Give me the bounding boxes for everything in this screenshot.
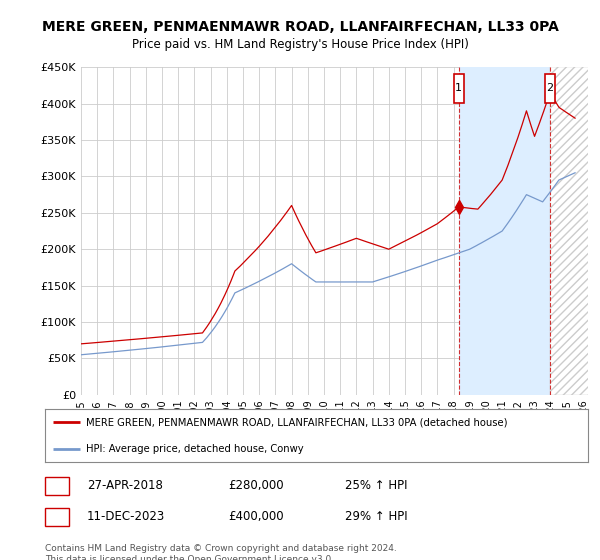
Bar bbox=[550, 67, 600, 395]
Text: 27-APR-2018: 27-APR-2018 bbox=[87, 479, 163, 492]
Text: Contains HM Land Registry data © Crown copyright and database right 2024.
This d: Contains HM Land Registry data © Crown c… bbox=[45, 544, 397, 560]
FancyBboxPatch shape bbox=[545, 74, 555, 103]
Text: £400,000: £400,000 bbox=[228, 510, 284, 523]
Text: 2: 2 bbox=[547, 83, 553, 94]
Text: MERE GREEN, PENMAENMAWR ROAD, LLANFAIRFECHAN, LL33 0PA: MERE GREEN, PENMAENMAWR ROAD, LLANFAIRFE… bbox=[41, 20, 559, 34]
Bar bbox=[459, 67, 550, 395]
Text: £280,000: £280,000 bbox=[228, 479, 284, 492]
Text: 1: 1 bbox=[53, 481, 61, 491]
Text: HPI: Average price, detached house, Conwy: HPI: Average price, detached house, Conw… bbox=[86, 444, 304, 454]
Text: 25% ↑ HPI: 25% ↑ HPI bbox=[345, 479, 407, 492]
Text: 29% ↑ HPI: 29% ↑ HPI bbox=[345, 510, 407, 523]
Bar bbox=[550, 67, 600, 395]
Text: Price paid vs. HM Land Registry's House Price Index (HPI): Price paid vs. HM Land Registry's House … bbox=[131, 38, 469, 51]
FancyBboxPatch shape bbox=[454, 74, 464, 103]
Text: 11-DEC-2023: 11-DEC-2023 bbox=[87, 510, 165, 523]
Text: 1: 1 bbox=[455, 83, 462, 94]
Text: 2: 2 bbox=[53, 512, 61, 521]
Text: MERE GREEN, PENMAENMAWR ROAD, LLANFAIRFECHAN, LL33 0PA (detached house): MERE GREEN, PENMAENMAWR ROAD, LLANFAIRFE… bbox=[86, 417, 507, 427]
